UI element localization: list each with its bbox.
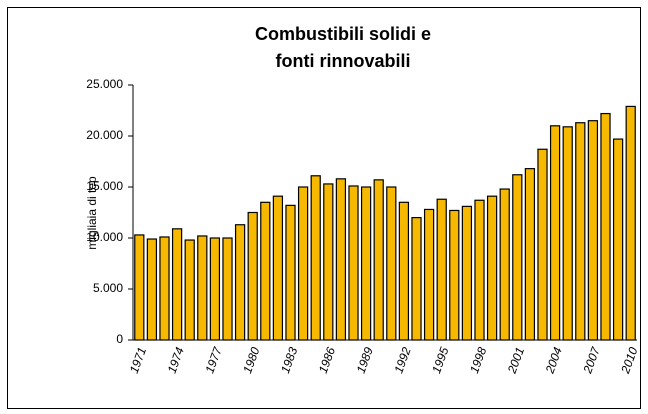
bar — [524, 168, 536, 341]
bar — [348, 185, 359, 341]
bar — [159, 236, 170, 341]
bar — [171, 228, 183, 341]
bar — [600, 112, 611, 341]
bar — [436, 198, 447, 341]
bar — [197, 235, 208, 341]
bar — [335, 178, 347, 341]
bar — [184, 239, 195, 341]
bar — [310, 175, 321, 341]
bar — [423, 208, 435, 341]
bar — [285, 204, 296, 341]
bar — [323, 183, 334, 341]
bar — [587, 120, 599, 341]
bar — [134, 234, 145, 341]
bar — [562, 126, 573, 341]
bar — [373, 179, 384, 341]
bar — [297, 186, 309, 341]
bar — [499, 188, 510, 341]
bar — [625, 105, 636, 341]
bar — [260, 201, 271, 341]
bar — [360, 186, 372, 341]
bar — [512, 174, 523, 341]
y-tick-label: 25.000 — [86, 77, 123, 91]
bar — [209, 237, 221, 341]
bar — [449, 209, 460, 341]
bar — [461, 205, 473, 341]
bar — [272, 195, 284, 341]
y-axis-label: migliaia di tep — [85, 176, 99, 250]
bar — [247, 211, 258, 341]
bar — [612, 138, 624, 341]
bar — [386, 186, 397, 341]
bar — [486, 195, 498, 341]
bar — [398, 201, 410, 341]
y-tick-label: 0 — [116, 332, 123, 346]
chart-title: Combustibili solidi e — [255, 24, 431, 44]
y-tick-label: 5.000 — [93, 281, 123, 295]
bar — [474, 199, 485, 341]
y-tick-label: 20.000 — [86, 128, 123, 142]
bar — [222, 237, 233, 341]
y-tick-label: 10.000 — [86, 230, 123, 244]
y-tick-label: 15.000 — [86, 179, 123, 193]
bar — [411, 217, 422, 341]
bar — [575, 122, 586, 341]
chart-title: fonti rinnovabili — [276, 51, 411, 71]
bar — [549, 125, 561, 341]
bar — [146, 238, 158, 341]
bar — [234, 224, 246, 341]
bar — [537, 148, 548, 341]
